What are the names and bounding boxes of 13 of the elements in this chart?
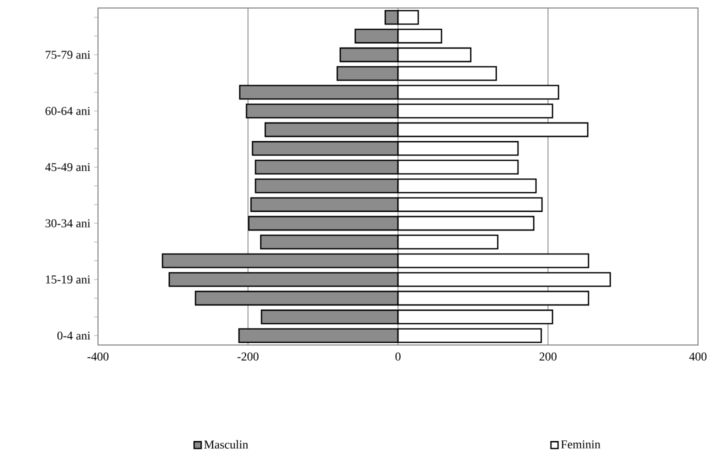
legend-label: Feminin <box>561 440 600 448</box>
x-tick-label: 200 <box>540 352 557 361</box>
y-tick-label: 60-64 ani <box>46 106 90 115</box>
x-tick-label: 400 <box>689 352 707 361</box>
x-tick-label: -400 <box>87 352 108 361</box>
y-tick-label: 30-34 ani <box>46 219 90 228</box>
y-tick-label: 75-79 ani <box>46 50 90 59</box>
x-tick-label: 0 <box>395 352 401 361</box>
y-tick-label: 15-19 ani <box>46 275 90 284</box>
legend-label: Masculin <box>204 440 248 449</box>
y-tick-label: 45-49 ani <box>45 163 90 172</box>
y-tick-label: 0-4 ani <box>57 332 90 340</box>
x-tick-label: -200 <box>237 352 258 361</box>
